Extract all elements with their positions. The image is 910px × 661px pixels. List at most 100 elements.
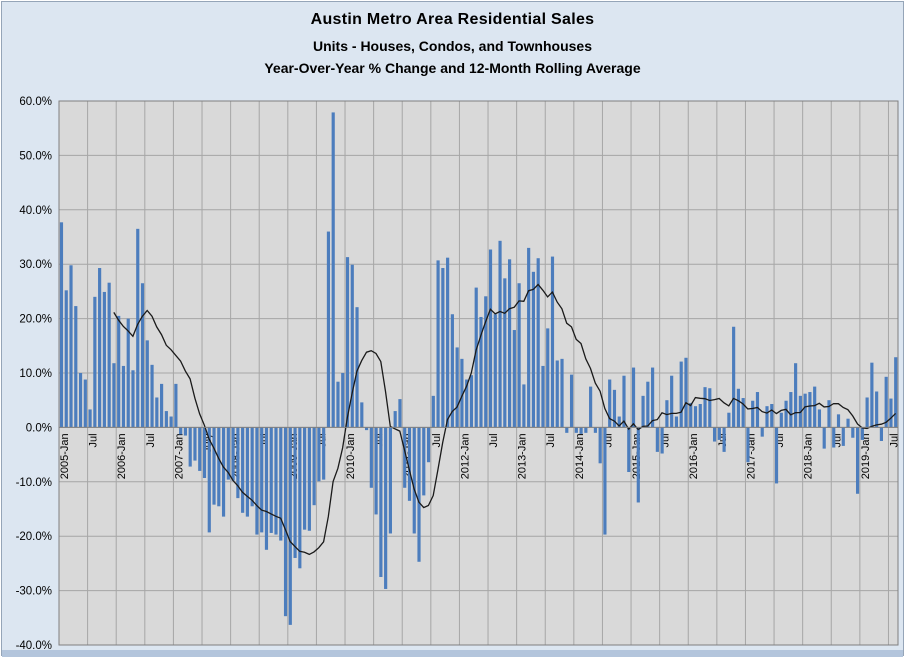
x-axis-tick-label: 2010-Jan — [345, 433, 357, 479]
bar-yoy-change — [541, 365, 545, 428]
bar-yoy-change — [646, 381, 650, 428]
bar-yoy-change — [717, 427, 721, 440]
bar-yoy-change — [612, 389, 617, 428]
bar-yoy-change — [689, 402, 693, 428]
bar-yoy-change — [774, 427, 779, 484]
bar-yoy-change — [183, 427, 188, 436]
bar-yoy-change — [641, 395, 645, 428]
bar-yoy-change — [331, 112, 335, 428]
bar-yoy-change — [245, 427, 249, 517]
y-axis-tick-label: -40.0% — [16, 640, 52, 652]
bar-yoy-change — [403, 427, 407, 488]
y-axis-tick-label: -20.0% — [16, 531, 52, 543]
bar-yoy-change — [760, 427, 764, 437]
bar-yoy-change — [393, 411, 397, 428]
x-axis-tick-label: 2007-Jan — [173, 433, 185, 479]
bar-yoy-change — [260, 427, 264, 533]
bar-yoy-change — [364, 427, 369, 431]
bar-yoy-change — [160, 383, 164, 428]
bar-yoy-change — [78, 373, 83, 428]
bar-yoy-change — [102, 291, 106, 428]
bar-yoy-change — [527, 247, 531, 428]
bar-yoy-change — [460, 358, 464, 428]
y-axis-tick-label: -10.0% — [16, 477, 52, 489]
bar-yoy-change — [855, 427, 860, 494]
bar-yoy-change — [722, 427, 726, 452]
bar-yoy-change — [531, 271, 536, 428]
x-axis-tick-label: Jul — [488, 433, 500, 447]
bar-yoy-change — [107, 282, 111, 428]
bar-yoy-change — [398, 399, 402, 428]
plot-border — [58, 100, 899, 646]
bar-yoy-change — [198, 427, 202, 471]
bar-yoy-change — [88, 409, 92, 428]
bar-yoy-change — [712, 427, 717, 442]
y-axis-tick-label: 0.0% — [26, 422, 52, 434]
bar-yoy-change — [307, 427, 311, 531]
bar-yoy-change — [384, 427, 388, 589]
bar-yoy-change — [746, 427, 750, 463]
bar-yoy-change — [674, 416, 679, 428]
bar-yoy-change — [851, 427, 855, 438]
y-axis-tick-label: 30.0% — [19, 259, 52, 271]
x-axis-tick-label: Jul — [145, 433, 157, 447]
bar-yoy-change — [784, 400, 788, 428]
bar-yoy-change — [832, 427, 836, 448]
bar-yoy-change — [560, 358, 564, 428]
bar-yoy-change — [426, 427, 431, 463]
bar-yoy-change — [193, 427, 197, 461]
bar-yoy-change — [465, 379, 469, 428]
bar-yoy-change — [736, 388, 740, 428]
bar-yoy-change — [279, 427, 283, 541]
bar-yoy-change — [150, 364, 154, 428]
x-axis-tick-label: 2006-Jan — [116, 433, 128, 479]
bar-yoy-change — [441, 268, 445, 428]
bar-yoy-change — [336, 381, 340, 428]
bar-yoy-change — [732, 326, 736, 428]
bar-yoy-change — [727, 412, 731, 428]
bar-yoy-change — [274, 427, 278, 535]
bar-yoy-change — [765, 406, 769, 428]
bar-yoy-change — [827, 400, 831, 428]
bar-yoy-change — [74, 306, 78, 428]
bar-yoy-change — [569, 374, 574, 428]
bar-yoy-change — [350, 264, 354, 428]
bar-yoy-change — [584, 427, 588, 433]
x-axis-tick-label: 2019-Jan — [860, 433, 872, 479]
bar-yoy-change — [555, 360, 559, 428]
bar-yoy-change — [136, 228, 140, 428]
bar-yoy-change — [884, 376, 888, 428]
bar-yoy-change — [579, 427, 583, 434]
bar-yoy-change — [546, 328, 550, 428]
bar-yoy-change — [846, 418, 850, 428]
x-axis-tick-label: Jul — [431, 433, 443, 447]
chart-title: Austin Metro Area Residential Sales — [310, 11, 595, 28]
bar-yoy-change — [322, 427, 326, 480]
bar-yoy-change — [474, 287, 478, 428]
bar-yoy-change — [236, 427, 240, 499]
bar-yoy-change — [536, 258, 540, 428]
bar-yoy-change — [703, 387, 707, 428]
bar-yoy-change — [608, 379, 612, 428]
bar-yoy-change — [117, 315, 121, 428]
bar-yoy-change — [360, 402, 364, 428]
bar-yoy-change — [231, 427, 235, 481]
bar-yoy-change — [517, 283, 521, 428]
bar-yoy-change — [121, 365, 126, 428]
bar-yoy-change — [188, 427, 192, 467]
y-axis-tick-label: 40.0% — [19, 205, 52, 217]
bar-yoy-change — [598, 427, 602, 464]
bar-yoy-change — [250, 427, 254, 507]
bar-yoy-change — [503, 278, 507, 428]
bar-yoy-change — [131, 370, 135, 428]
x-axis-tick-label: 2018-Jan — [803, 433, 815, 479]
x-axis-tick-label: 2016-Jan — [688, 433, 700, 479]
bar-yoy-change — [627, 427, 631, 473]
bar-yoy-change — [631, 367, 636, 428]
bar-yoy-change — [98, 268, 102, 428]
bar-yoy-change — [817, 409, 822, 428]
bar-yoy-change — [822, 427, 826, 449]
bar-yoy-change — [836, 414, 841, 428]
x-axis-tick-label: 2012-Jan — [459, 433, 471, 479]
